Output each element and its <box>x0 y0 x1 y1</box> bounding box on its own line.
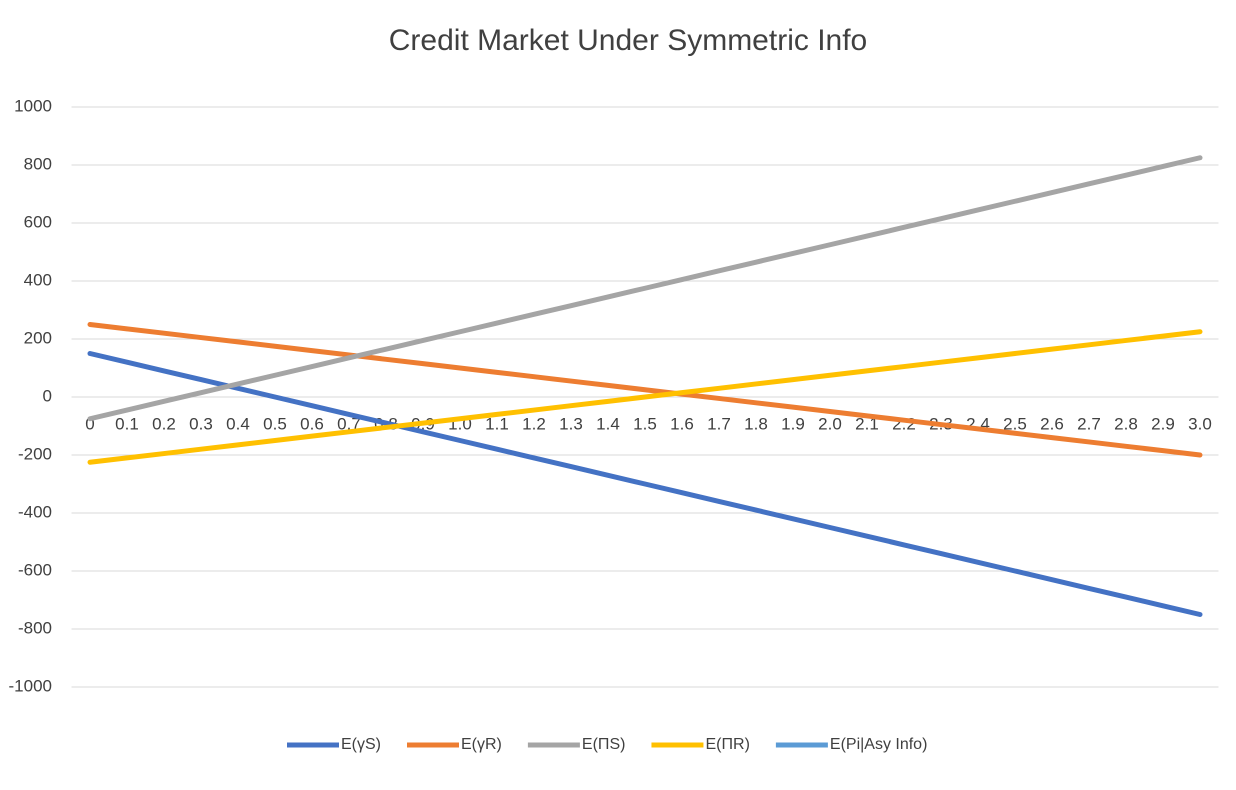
y-tick-label: -200 <box>18 444 52 463</box>
chart-title: Credit Market Under Symmetric Info <box>389 24 867 57</box>
x-tick-label: 2.6 <box>1040 414 1064 433</box>
x-tick-label: 0.2 <box>152 414 176 433</box>
y-tick-label: 1000 <box>14 96 52 115</box>
x-tick-label: 2.1 <box>855 414 879 433</box>
y-tick-label: 200 <box>24 328 52 347</box>
y-tick-label: -600 <box>18 560 52 579</box>
y-tick-label: 0 <box>43 386 52 405</box>
x-tick-label: 1.1 <box>485 414 509 433</box>
series-line <box>87 329 1203 465</box>
y-tick-label: 800 <box>24 154 52 173</box>
x-tick-label: 2.7 <box>1077 414 1101 433</box>
x-tick-label: 0.5 <box>263 414 287 433</box>
x-tick-label: 3.0 <box>1188 414 1212 433</box>
x-tick-label: 0 <box>85 414 94 433</box>
legend-label: E(γS) <box>341 736 381 753</box>
legend-label: E(ΠS) <box>582 736 626 753</box>
x-tick-label: 1.4 <box>596 414 620 433</box>
x-tick-label: 2.0 <box>818 414 842 433</box>
legend-label: E(ΠR) <box>705 736 749 753</box>
series-line <box>87 155 1203 422</box>
legend-label: E(Pi|Asy Info) <box>830 736 928 753</box>
x-tick-label: 1.7 <box>707 414 731 433</box>
x-tick-label: 1.2 <box>522 414 546 433</box>
x-tick-label: 2.5 <box>1003 414 1027 433</box>
y-tick-label: 400 <box>24 270 52 289</box>
y-tick-label: -400 <box>18 502 52 521</box>
x-tick-label: 0.6 <box>300 414 324 433</box>
series-line <box>87 351 1203 617</box>
legend-label: E(γR) <box>461 736 502 753</box>
x-tick-label: 2.8 <box>1114 414 1138 433</box>
x-tick-label: 1.3 <box>559 414 583 433</box>
x-tick-label: 1.9 <box>781 414 805 433</box>
series-line <box>87 322 1203 458</box>
x-tick-label: 1.8 <box>744 414 768 433</box>
x-tick-label: 1.5 <box>633 414 657 433</box>
y-tick-label: -800 <box>18 618 52 637</box>
x-tick-label: 0.4 <box>226 414 250 433</box>
x-tick-label: 2.9 <box>1151 414 1175 433</box>
y-tick-label: -1000 <box>9 676 52 695</box>
x-tick-label: 0.1 <box>115 414 139 433</box>
x-tick-label: 1.6 <box>670 414 694 433</box>
x-tick-label: 0.3 <box>189 414 213 433</box>
y-tick-label: 600 <box>24 212 52 231</box>
